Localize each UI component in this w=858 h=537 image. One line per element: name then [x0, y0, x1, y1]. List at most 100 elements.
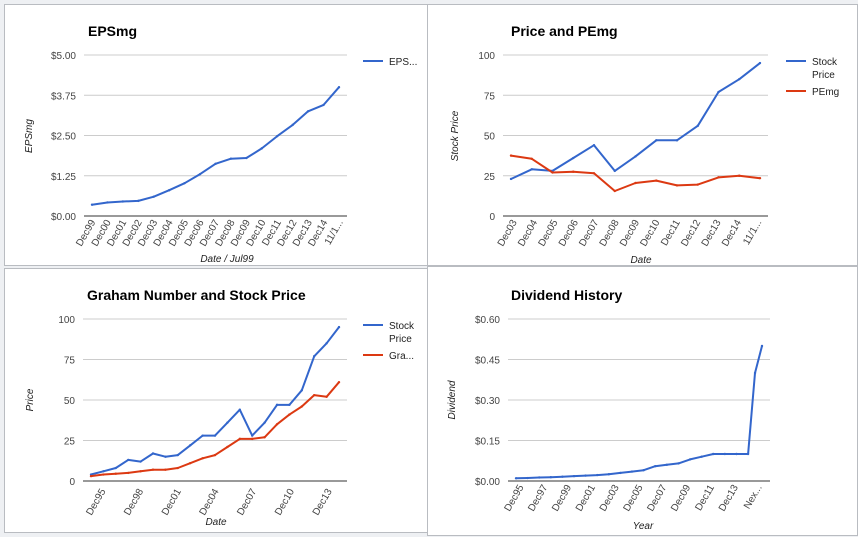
- data-point: [291, 123, 294, 127]
- price-pe-chart: Price and PEmg0255075100Dec03Dec04Dec05D…: [450, 23, 839, 266]
- x-tick-label: Dec10: [639, 218, 663, 249]
- data-point: [746, 452, 750, 456]
- data-point: [251, 434, 254, 437]
- series-line: [90, 381, 340, 478]
- x-tick-label: Dec01: [574, 483, 598, 514]
- legend-label: Stock Price: [389, 321, 415, 345]
- data-point: [642, 469, 645, 472]
- data-point: [758, 61, 762, 65]
- x-tick-label: 11/1...: [741, 218, 764, 247]
- data-point: [717, 176, 720, 179]
- y-tick-label: 50: [484, 132, 496, 143]
- data-point: [712, 452, 715, 456]
- data-point: [551, 171, 554, 174]
- data-point: [127, 471, 130, 475]
- x-axis-title: Year: [633, 521, 654, 532]
- data-point: [189, 461, 192, 465]
- chart-title: Price and PEmg: [511, 23, 618, 39]
- x-axis-title: Date: [205, 517, 227, 528]
- x-tick-label: Dec01: [160, 487, 184, 518]
- data-point: [613, 169, 616, 173]
- data-point: [584, 474, 587, 477]
- data-point: [700, 455, 703, 458]
- y-tick-label: 100: [58, 315, 75, 326]
- data-point: [89, 474, 93, 478]
- data-point: [758, 176, 762, 180]
- data-point: [183, 181, 186, 185]
- series-line: [515, 345, 763, 480]
- chart-title: EPSmg: [88, 23, 137, 39]
- series-line: [90, 326, 340, 476]
- data-point: [213, 434, 217, 437]
- data-point: [655, 179, 658, 182]
- data-point: [189, 444, 192, 447]
- data-point: [260, 147, 264, 150]
- data-point: [549, 476, 553, 479]
- data-point: [337, 86, 341, 89]
- data-point: [572, 170, 575, 173]
- data-point: [275, 403, 279, 407]
- data-point: [276, 134, 279, 138]
- data-point: [114, 472, 118, 475]
- data-point: [530, 157, 533, 161]
- y-tick-label: 0: [69, 477, 75, 488]
- legend-word: Stock: [389, 321, 415, 332]
- x-tick-label: Dec04: [198, 487, 222, 518]
- data-point: [238, 437, 241, 441]
- y-tick-label: $0.45: [475, 356, 500, 367]
- data-point: [325, 342, 328, 345]
- data-point: [226, 445, 229, 449]
- data-point: [198, 172, 202, 176]
- x-tick-label: Dec07: [235, 487, 259, 518]
- data-point: [313, 355, 316, 358]
- data-point: [164, 455, 167, 458]
- y-tick-label: 75: [484, 91, 496, 102]
- data-point: [613, 189, 616, 193]
- data-point: [300, 389, 303, 392]
- x-tick-label: Dec97: [526, 483, 550, 514]
- data-point: [596, 473, 599, 477]
- data-point: [245, 156, 248, 160]
- data-point: [675, 139, 679, 142]
- y-tick-label: 50: [64, 396, 76, 407]
- series-line: [510, 62, 761, 180]
- x-tick-label: Dec07: [645, 483, 669, 514]
- legend-label: EPS...: [389, 57, 417, 68]
- data-point: [738, 77, 741, 81]
- data-point: [127, 458, 130, 462]
- data-point: [201, 457, 204, 460]
- data-point: [538, 476, 541, 479]
- data-point: [619, 471, 622, 475]
- x-axis-title: Date / Jul99: [200, 254, 254, 265]
- data-point: [735, 452, 738, 456]
- data-point: [114, 466, 118, 470]
- y-tick-label: 25: [64, 437, 76, 448]
- data-point: [530, 168, 533, 171]
- x-tick-label: Dec03: [598, 483, 622, 514]
- data-point: [509, 177, 513, 181]
- x-tick-label: Dec13: [311, 487, 335, 518]
- data-point: [201, 434, 204, 437]
- x-axis-title: Date: [630, 255, 652, 266]
- dividend-chart: Dividend History $0.00 $0.15 $0.30 $0.45 $0.6…: [447, 287, 770, 532]
- data-point: [688, 458, 692, 461]
- data-point: [90, 203, 94, 206]
- data-point: [102, 473, 105, 476]
- data-point: [572, 156, 575, 160]
- data-point: [164, 468, 167, 471]
- y-tick-label: $0.60: [475, 315, 500, 326]
- data-point: [675, 184, 679, 187]
- data-point: [592, 143, 596, 147]
- data-point: [213, 453, 217, 457]
- y-tick-label: $1.25: [51, 172, 76, 183]
- data-point: [753, 371, 757, 375]
- data-point: [322, 103, 325, 107]
- data-point: [226, 421, 229, 424]
- y-tick-label: $0.30: [475, 396, 500, 407]
- data-point: [696, 124, 699, 128]
- x-tick-label: Dec95: [503, 483, 527, 514]
- x-tick-label: Dec14: [720, 218, 744, 249]
- data-point: [665, 463, 669, 466]
- data-point: [723, 452, 727, 456]
- data-point: [592, 172, 596, 175]
